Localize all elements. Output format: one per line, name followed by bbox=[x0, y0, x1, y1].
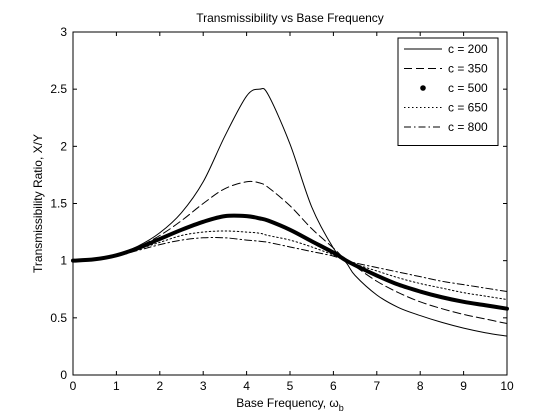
legend-box bbox=[397, 37, 499, 146]
tick-layer: 0 1 2 3 4 5 6 7 8 9 10 0 0.5 1 1.5 2 2.5 3 bbox=[50, 25, 514, 393]
y-tick-label: 1.5 bbox=[50, 197, 67, 211]
series-line-4 bbox=[72, 230, 508, 301]
series-line-1 bbox=[72, 87, 508, 337]
legend: c = 200 c = 350 c = 500 c = 650 c = 800 bbox=[397, 37, 499, 146]
x-tick-label: 9 bbox=[460, 379, 467, 393]
y-tick-label: 1 bbox=[60, 254, 67, 268]
legend-entry-label: c = 800 bbox=[448, 120, 488, 134]
x-axis-label: Base Frequency, ωb bbox=[236, 396, 344, 413]
legend-entry-label: c = 200 bbox=[448, 42, 488, 56]
x-axis-label-text: Base Frequency, ω bbox=[236, 396, 339, 410]
chart-title: Transmissibility vs Base Frequency bbox=[196, 11, 384, 25]
x-tick-label: 6 bbox=[330, 379, 337, 393]
x-tick-label: 1 bbox=[113, 379, 120, 393]
x-tick-label: 10 bbox=[500, 379, 514, 393]
y-tick-label: 0 bbox=[60, 368, 67, 382]
x-tick-label: 5 bbox=[287, 379, 294, 393]
x-axis-label-subscript: b bbox=[339, 403, 344, 413]
y-tick-label: 2.5 bbox=[50, 82, 67, 96]
x-tick-label: 0 bbox=[70, 379, 77, 393]
legend-entry-label: c = 350 bbox=[448, 62, 488, 76]
legend-marker bbox=[420, 85, 426, 91]
x-tick-label: 2 bbox=[156, 379, 163, 393]
x-tick-label: 4 bbox=[243, 379, 250, 393]
x-tick-label: 7 bbox=[373, 379, 380, 393]
y-tick-label: 0.5 bbox=[50, 311, 67, 325]
legend-entry-label: c = 500 bbox=[448, 81, 488, 95]
series-layer bbox=[71, 87, 509, 337]
x-tick-label: 3 bbox=[200, 379, 207, 393]
x-tick-label: 8 bbox=[417, 379, 424, 393]
y-tick-label: 2 bbox=[60, 139, 67, 153]
legend-entry-label: c = 650 bbox=[448, 101, 488, 115]
series-line-2 bbox=[72, 180, 508, 325]
y-tick-label: 3 bbox=[60, 25, 67, 39]
series-line-5 bbox=[72, 237, 508, 293]
y-axis-label: Transmissibility Ratio, X/Y bbox=[31, 134, 45, 273]
series-line-3 bbox=[71, 213, 509, 311]
